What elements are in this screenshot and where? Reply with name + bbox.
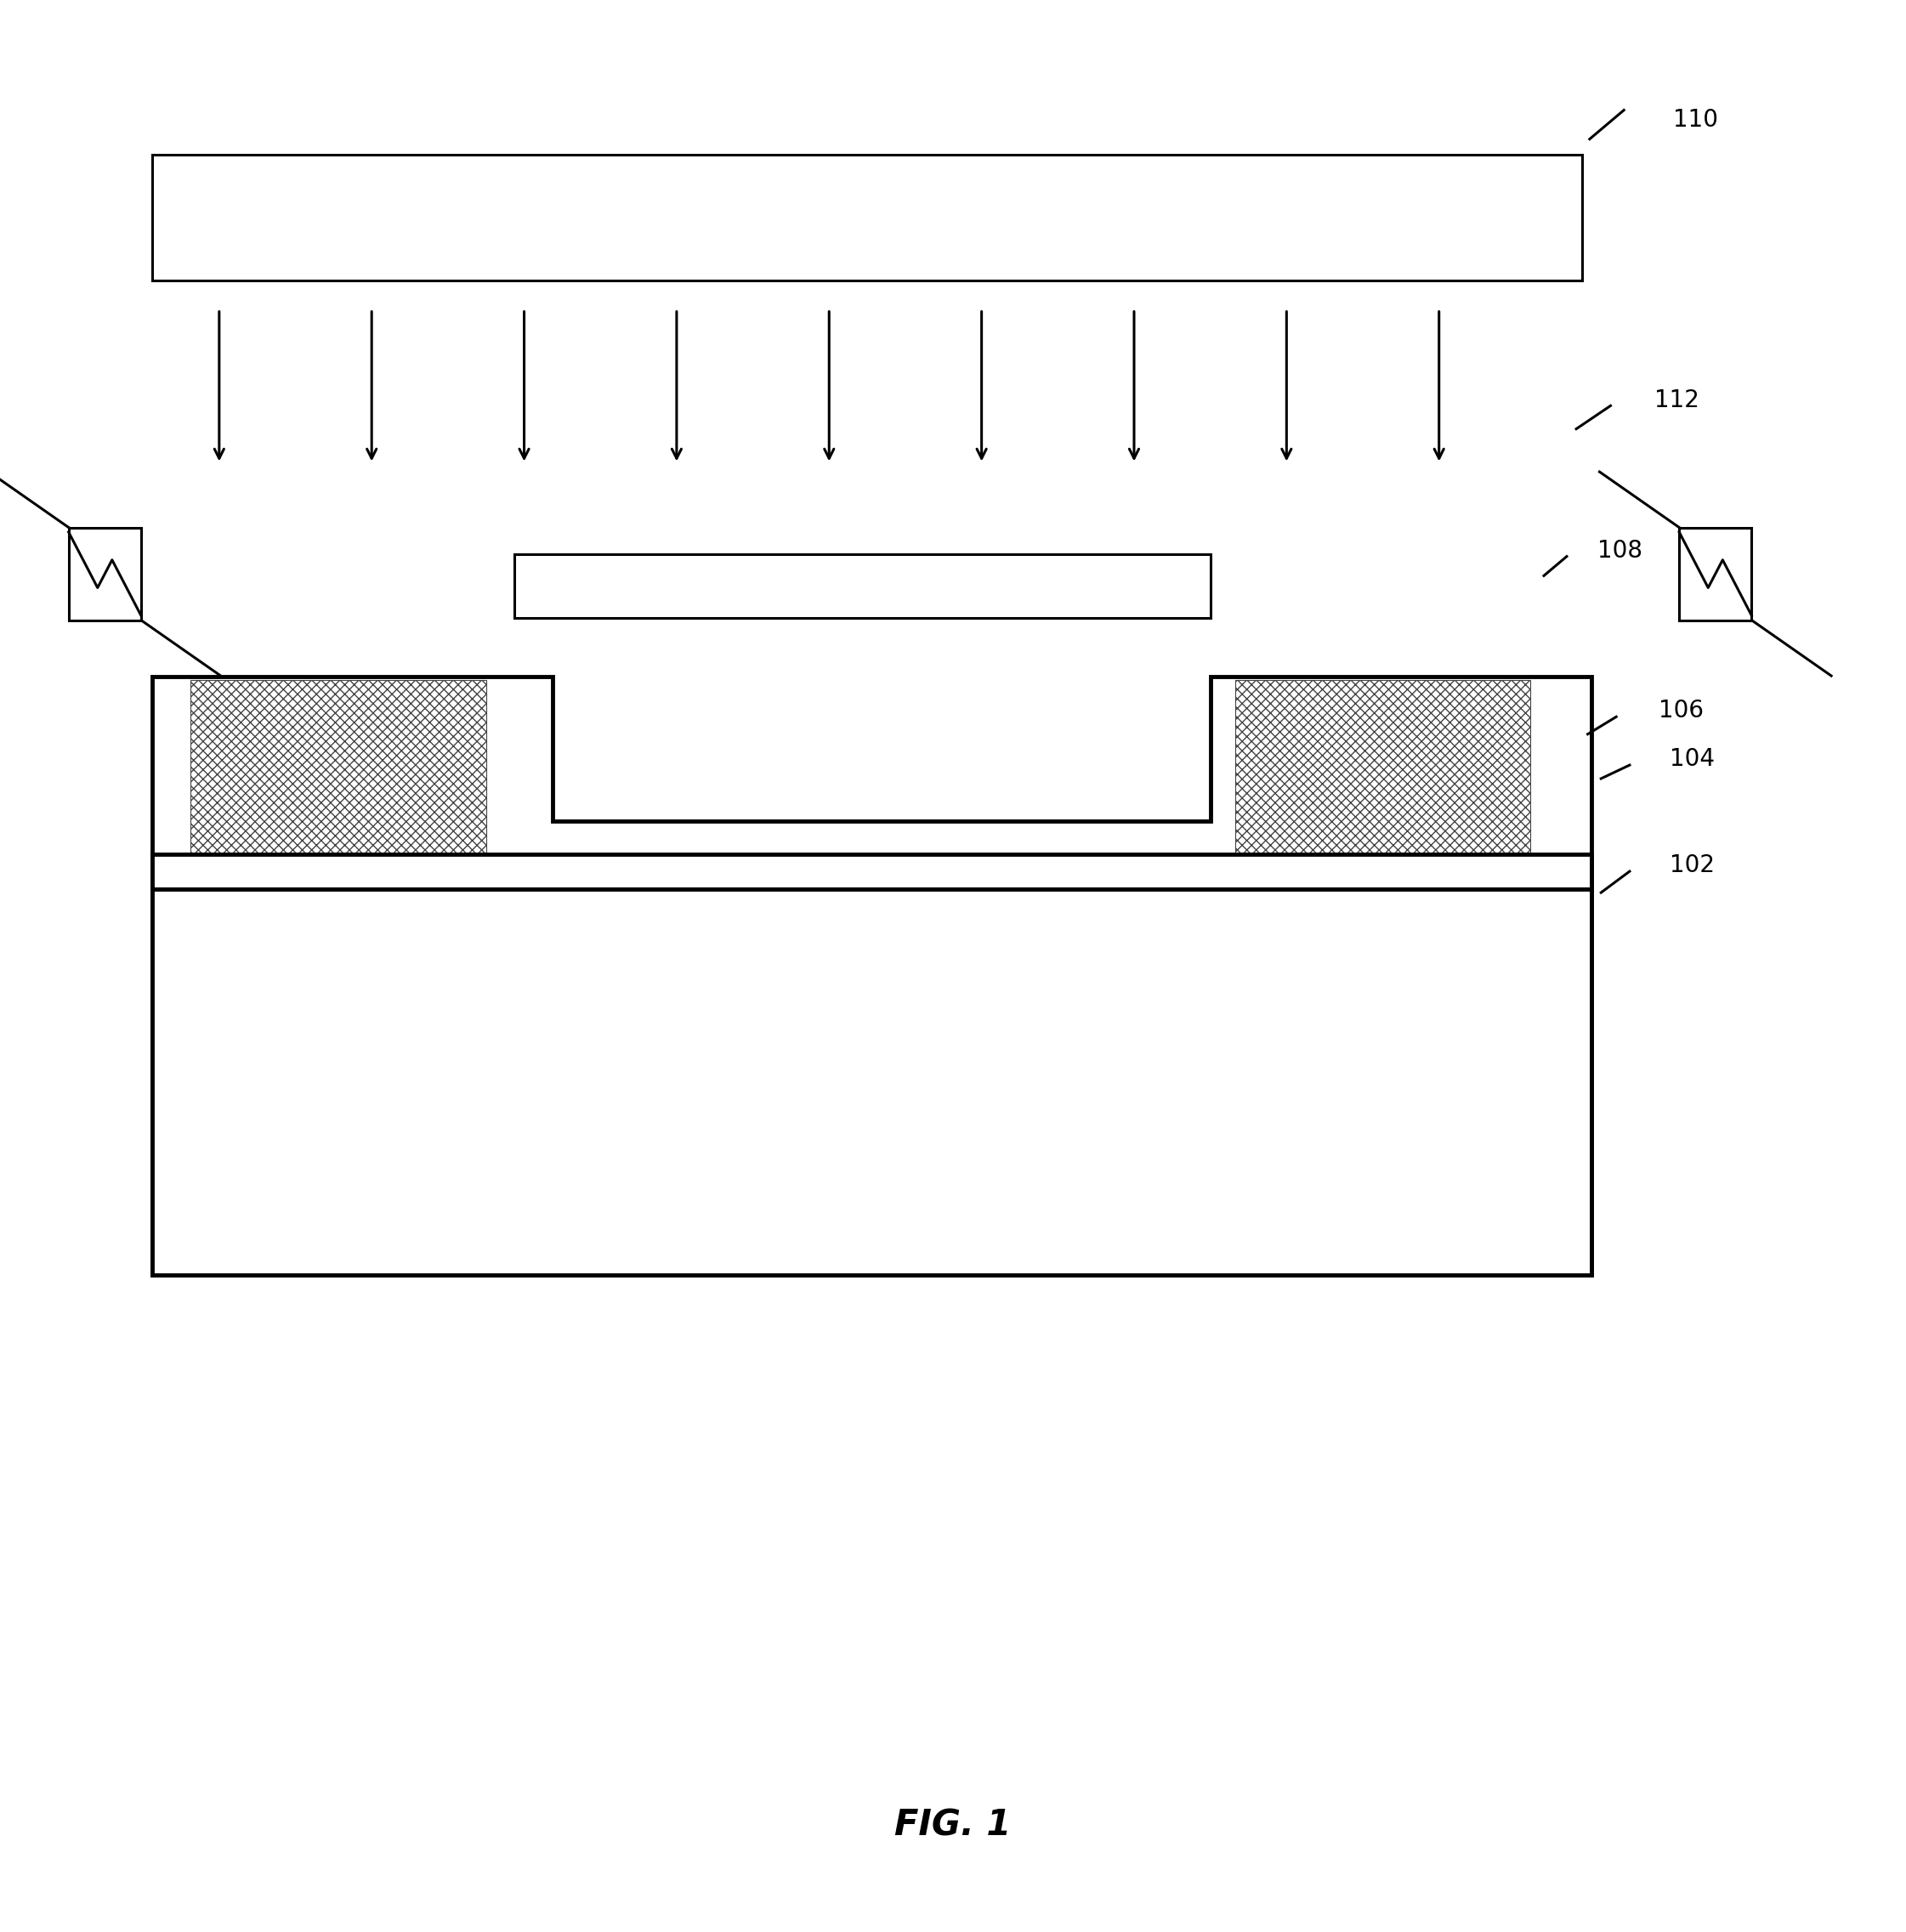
Bar — [191, 680, 486, 854]
Bar — [515, 554, 1210, 618]
Text: 102: 102 — [1670, 854, 1715, 877]
Bar — [1235, 680, 1531, 854]
Text: FIG. 1: FIG. 1 — [894, 1808, 1012, 1843]
Bar — [152, 155, 1582, 280]
Bar — [152, 854, 1592, 889]
Text: 110: 110 — [1673, 108, 1719, 131]
Bar — [152, 854, 1592, 889]
Text: 112: 112 — [1654, 388, 1700, 412]
Bar — [1679, 527, 1752, 620]
Bar — [152, 889, 1592, 1275]
Text: 104: 104 — [1670, 748, 1715, 771]
Bar — [69, 527, 141, 620]
Text: 108: 108 — [1597, 539, 1643, 562]
Text: 106: 106 — [1658, 699, 1704, 723]
Bar — [152, 889, 1592, 1275]
Polygon shape — [152, 676, 1592, 860]
